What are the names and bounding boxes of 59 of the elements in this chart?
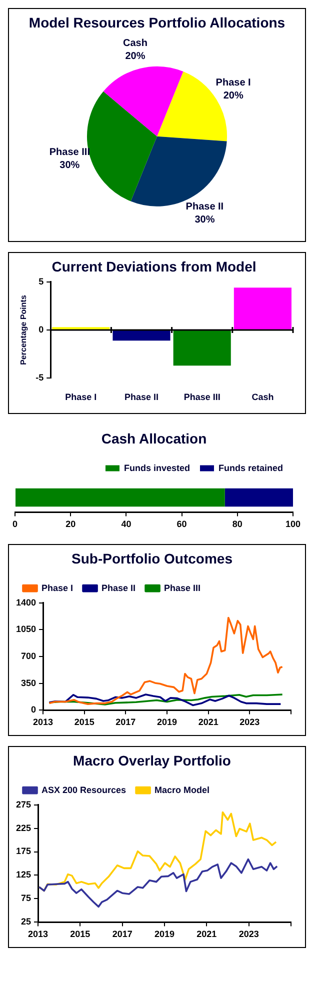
x-tick-label: 2015 (74, 717, 94, 728)
bar (234, 288, 292, 330)
y-tick-label: 350 (20, 678, 36, 688)
x-tick-label: 2017 (112, 929, 132, 940)
data-label: 30% (194, 214, 215, 226)
x-tick-label: 2021 (198, 717, 218, 728)
x-tick-label: 60 (176, 519, 187, 530)
y-tick-label: 225 (16, 822, 32, 833)
y-axis-title: Percentage Points (19, 294, 28, 365)
bar (112, 330, 170, 341)
chart-title: Current Deviations from Model (52, 258, 256, 274)
y-tick-label: 275 (16, 799, 32, 810)
legend-label: Macro Model (154, 784, 210, 795)
slice-label: Phase III (49, 146, 90, 158)
y-tick-label: 0 (31, 704, 36, 715)
data-label: 20% (125, 50, 146, 62)
y-tick-label: -5 (36, 372, 44, 383)
legend-label: Phase I (42, 582, 74, 593)
legend-label: Phase II (102, 582, 136, 593)
x-tick-label: 2023 (240, 717, 260, 728)
x-tick-label: 80 (232, 519, 242, 530)
x-tick-label: 2021 (196, 929, 217, 940)
slice-label: Phase I (216, 77, 252, 88)
x-tick-label: Cash (252, 392, 274, 402)
x-tick-label: 40 (121, 519, 132, 530)
y-tick-label: 700 (20, 650, 36, 661)
x-tick-label: 2015 (70, 929, 90, 940)
data-label: 20% (223, 90, 244, 102)
y-tick-label: 1400 (16, 597, 36, 608)
legend-label: Funds retained (218, 462, 284, 473)
chart-title: Sub-Portfolio Outcomes (72, 550, 233, 566)
y-tick-label: 1050 (16, 624, 36, 634)
x-tick-label: Phase III (184, 392, 220, 402)
x-tick-label: 2019 (154, 929, 175, 940)
x-tick-label: 2023 (238, 929, 259, 940)
legend-label: ASX 200 Resources (42, 784, 126, 795)
y-tick-label: 175 (16, 846, 32, 856)
y-tick-label: 5 (38, 276, 44, 286)
slice-label: Phase II (186, 201, 224, 212)
y-tick-label: 125 (16, 870, 32, 880)
chart-title: Model Resources Portfolio Allocations (28, 14, 286, 30)
chart-title: Macro Overlay Portfolio (73, 752, 231, 768)
data-label: 30% (60, 160, 80, 171)
slice-label: Cash (123, 38, 148, 49)
x-tick-label: 2019 (156, 717, 178, 728)
x-tick-label: 100 (285, 519, 301, 530)
x-tick-label: 2013 (33, 717, 54, 728)
x-tick-label: 2013 (28, 929, 48, 940)
bar (173, 330, 231, 366)
x-tick-label: Phase II (124, 392, 159, 402)
y-tick-label: 25 (21, 916, 32, 927)
legend-label: Phase III (164, 582, 201, 593)
x-tick-label: 20 (66, 519, 76, 530)
x-tick-label: Phase I (65, 392, 97, 402)
x-tick-label: 2017 (116, 717, 136, 728)
legend-label: Funds invested (124, 462, 190, 473)
y-tick-label: 0 (38, 324, 44, 334)
chart-title: Cash Allocation (101, 430, 207, 446)
y-tick-label: 75 (21, 893, 32, 904)
